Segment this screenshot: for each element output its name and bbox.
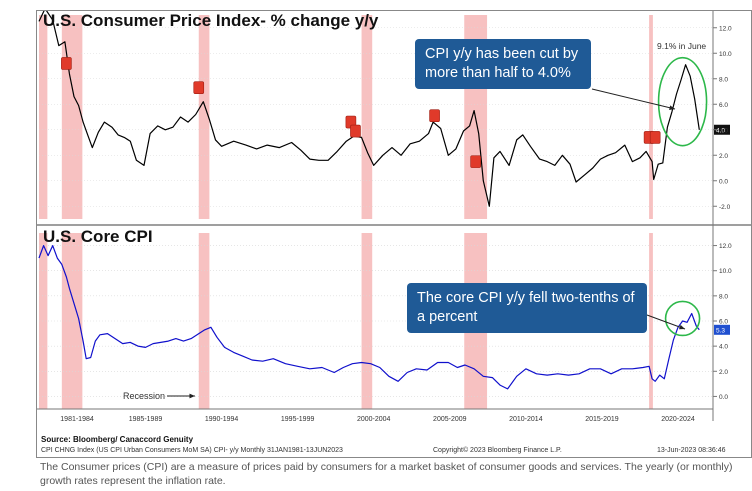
y-tick-label: 6.0 xyxy=(719,319,728,326)
event-marker xyxy=(429,109,440,123)
source-note: Source: Bloomberg/ Canaccord Genuity xyxy=(41,435,194,444)
y-tick-label: 6.0 xyxy=(719,102,728,109)
index-description: CPI CHNG Index (US CPI Urban Consumers M… xyxy=(41,447,343,454)
event-marker xyxy=(470,155,481,168)
y-tick-label: 12.0 xyxy=(719,243,732,250)
recession-bar xyxy=(361,15,373,219)
y-tick-label: 0.0 xyxy=(719,394,728,401)
core-cpi-panel-title: U.S. Core CPI xyxy=(43,227,153,246)
last-value-label: 4.0 xyxy=(716,127,725,134)
cpi-callout: CPI y/y has been cut by more than half t… xyxy=(415,39,591,89)
x-tick-label: 1990-1994 xyxy=(205,416,239,423)
cpi-callout-arrow-head xyxy=(669,105,675,110)
x-tick-label: 2000-2004 xyxy=(357,416,391,423)
cpi-series-line xyxy=(38,11,700,207)
chart-caption: The Consumer prices (CPI) are a measure … xyxy=(40,461,733,487)
chart-frame: 4.0 5.3 12.0 10.0 8.0 6.0 4.0 2.0 0.0 -2.0 12.0 10… xyxy=(36,10,752,458)
last-value-label: 5.3 xyxy=(716,327,725,334)
event-marker xyxy=(350,124,361,138)
recession-label: Recession xyxy=(123,391,166,401)
core-callout-arrow-head xyxy=(679,324,685,330)
y-tick-label: 12.0 xyxy=(719,25,732,32)
copyright-note: Copyright© 2023 Bloomberg Finance L.P. xyxy=(433,447,562,454)
y-tick-label: 2.0 xyxy=(719,369,728,376)
recession-bar xyxy=(39,15,48,219)
x-tick-label: 1985-1989 xyxy=(129,416,163,423)
y-tick-label: 4.0 xyxy=(719,344,728,351)
cpi-panel-title: U.S. Consumer Price Index- % change y/y xyxy=(43,11,379,30)
peak-label: 9.1% in June xyxy=(657,41,707,51)
x-tick-label: 2020-2024 xyxy=(661,416,695,423)
recession-bar xyxy=(39,233,48,409)
event-marker xyxy=(649,131,661,144)
core-callout-arrow xyxy=(646,314,686,330)
y-tick-label: 0.0 xyxy=(719,178,728,185)
core-cpi-ellipse xyxy=(664,300,701,337)
y-tick-label: 8.0 xyxy=(719,293,728,300)
cpi-callout-arrow xyxy=(591,88,676,110)
event-marker xyxy=(193,81,205,94)
recession-bar xyxy=(649,15,653,219)
y-tick-label: -2.0 xyxy=(719,204,731,211)
x-tick-label: 2005-2009 xyxy=(433,416,467,423)
event-marker xyxy=(61,57,72,70)
y-tick-label: 10.0 xyxy=(719,51,732,58)
timestamp: 13-Jun-2023 08:36:46 xyxy=(657,447,726,454)
last-value-tag xyxy=(714,124,730,135)
y-tick-label: 10.0 xyxy=(719,268,732,275)
y-tick-label: 4.0 xyxy=(719,127,728,134)
chart-canvas: 4.0 5.3 12.0 10.0 8.0 6.0 4.0 2.0 0.0 -2.0 12.0 10… xyxy=(37,11,751,423)
y-tick-label: 2.0 xyxy=(719,153,728,160)
x-tick-label: 1981-1984 xyxy=(60,416,94,423)
x-tick-label: 2010-2014 xyxy=(509,416,543,423)
core-cpi-callout: The core CPI y/y fell two-tenths of a pe… xyxy=(407,283,647,333)
x-tick-label: 2015-2019 xyxy=(585,416,619,423)
last-value-tag xyxy=(714,324,730,335)
recession-bar xyxy=(198,15,210,219)
cpi-peak-ellipse xyxy=(657,56,708,147)
core-cpi-series-line xyxy=(38,245,700,390)
x-tick-label: 1995-1999 xyxy=(281,416,315,423)
y-tick-label: 8.0 xyxy=(719,76,728,83)
recession-arrow-head xyxy=(189,393,195,399)
